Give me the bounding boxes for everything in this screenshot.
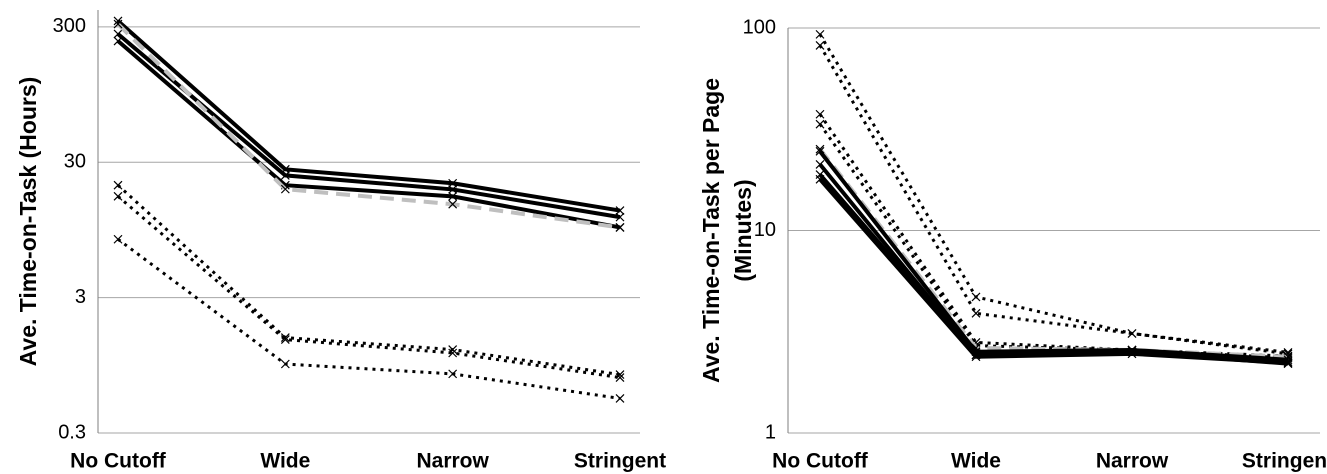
- data-marker: [1127, 349, 1137, 359]
- data-marker: [448, 185, 458, 194]
- data-marker: [280, 335, 290, 344]
- data-marker: [113, 36, 123, 46]
- x-tick-label: Stringent: [1242, 450, 1327, 473]
- data-marker: [280, 170, 290, 180]
- y-tick-label: 10: [754, 219, 776, 241]
- y-tick-label: 0.3: [58, 421, 86, 443]
- data-marker: [815, 159, 825, 169]
- data-marker: [1127, 329, 1137, 338]
- data-marker: [815, 146, 825, 156]
- series-line: [117, 238, 621, 400]
- data-marker: [615, 206, 625, 215]
- y-tick-label: 30: [64, 151, 86, 173]
- data-marker: [971, 352, 981, 362]
- series-line: [818, 44, 1289, 356]
- data-marker: [1283, 358, 1293, 368]
- data-marker: [815, 174, 825, 184]
- x-tick-label: Stringent: [574, 450, 666, 473]
- y-tick-label: 300: [53, 15, 86, 37]
- data-marker: [971, 292, 981, 302]
- data-marker: [448, 348, 458, 358]
- data-marker: [815, 119, 825, 129]
- data-marker: [280, 184, 290, 194]
- y-axis-label: Ave. Time-on-Task (Hours): [15, 77, 41, 367]
- y-tick-label: 1: [765, 421, 776, 443]
- x-tick-label: Narrow: [416, 450, 489, 473]
- x-tick-label: No Cutoff: [772, 450, 869, 473]
- x-tick-label: Wide: [260, 450, 310, 473]
- data-marker: [448, 191, 458, 201]
- data-marker: [615, 223, 625, 232]
- data-marker: [113, 16, 123, 26]
- y-tick-label: 3: [75, 286, 86, 308]
- series-line: [116, 22, 621, 230]
- data-marker: [815, 29, 825, 39]
- y-tick-label: 100: [743, 16, 776, 38]
- data-marker: [448, 178, 458, 188]
- data-marker: [448, 369, 458, 379]
- data-marker: [815, 41, 825, 50]
- x-tick-label: No Cutoff: [70, 450, 167, 473]
- data-marker: [113, 19, 123, 29]
- series-line: [116, 19, 621, 213]
- series-line: [116, 184, 621, 377]
- chart: 1 10 100 No Cutoff Wide Narrow Stringent Ave. T…: [698, 16, 1327, 472]
- data-marker: [113, 180, 123, 190]
- data-marker: [615, 212, 625, 222]
- data-marker: [971, 308, 981, 318]
- y-axis-label: Ave. Time-on-Task per Page: [698, 78, 724, 383]
- data-marker: [113, 29, 123, 39]
- chart: 0.3 3 30 300 No Cutoff Wide Narrow Stringent Ave…: [15, 10, 666, 473]
- data-marker: [448, 199, 458, 209]
- data-marker: [815, 109, 825, 119]
- series-line: [818, 173, 1289, 366]
- x-tick-label: Narrow: [1096, 450, 1169, 473]
- data-marker: [615, 373, 625, 383]
- series-line: [116, 39, 621, 230]
- x-tick-label: Wide: [951, 450, 1001, 473]
- series-line: [818, 113, 1289, 358]
- series-line: [117, 195, 621, 380]
- data-marker: [113, 191, 123, 201]
- data-marker: [615, 394, 625, 403]
- series-line: [818, 33, 1289, 354]
- data-marker: [280, 359, 290, 369]
- y-axis-label: (Minutes): [730, 179, 756, 281]
- series-line: [818, 163, 1289, 364]
- series-line: [818, 177, 1289, 365]
- data-marker: [113, 234, 123, 244]
